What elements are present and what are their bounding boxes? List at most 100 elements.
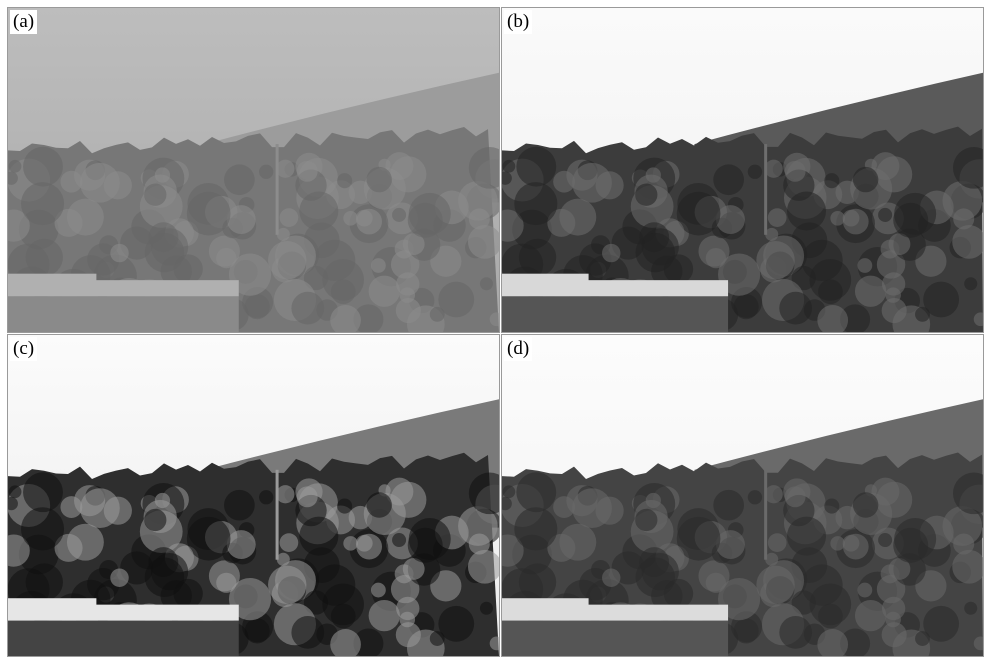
tree-canopy: [602, 569, 620, 587]
tree-canopy: [779, 292, 812, 325]
tree-canopy: [878, 208, 892, 222]
tree-canopy: [60, 171, 82, 193]
tree-canopy: [291, 292, 324, 325]
tree-canopy: [785, 486, 806, 507]
building-wall: [8, 296, 239, 332]
building-upper: [8, 274, 96, 290]
building-wall: [502, 296, 728, 332]
tree-canopy: [280, 533, 299, 552]
panel-label: (a): [10, 10, 37, 34]
tree-canopy: [366, 167, 391, 192]
tree-canopy: [145, 558, 184, 597]
tree-canopy: [110, 244, 128, 262]
tree-canopy: [224, 164, 255, 195]
tree-canopy: [23, 472, 63, 512]
tree-canopy: [371, 258, 386, 273]
image-panel: (c): [7, 334, 500, 657]
tree-canopy: [369, 600, 400, 631]
tree-canopy: [371, 583, 386, 598]
tree-canopy: [356, 209, 382, 235]
tree-canopy: [559, 199, 596, 236]
tree-canopy: [636, 558, 675, 597]
tree-canopy: [392, 533, 406, 547]
tree-canopy: [268, 241, 306, 279]
image-panel: (b): [501, 7, 984, 333]
tree-canopy: [830, 536, 845, 551]
tree-canopy: [553, 171, 575, 193]
tree-canopy: [915, 307, 930, 322]
tree-canopy: [765, 485, 783, 503]
tree-canopy: [713, 164, 744, 195]
tree-canopy: [559, 524, 596, 561]
tree-canopy: [331, 604, 356, 629]
building-wall: [502, 621, 728, 656]
tree-canopy: [280, 208, 299, 227]
pole: [764, 144, 767, 235]
tree-canopy: [430, 307, 445, 322]
panel-label: (b): [504, 10, 532, 34]
building-upper: [8, 598, 96, 614]
tree-canopy: [297, 161, 318, 182]
tree-canopy: [144, 184, 166, 206]
tree-canopy: [145, 233, 184, 272]
tree-canopy: [392, 208, 406, 222]
tree-canopy: [343, 211, 358, 226]
tree-canopy: [882, 272, 905, 295]
tree-canopy: [893, 528, 928, 563]
tree-canopy: [26, 563, 63, 600]
tree-canopy: [356, 534, 382, 560]
tree-canopy: [396, 272, 419, 295]
tree-canopy: [144, 509, 166, 531]
tree-canopy: [636, 233, 675, 272]
tree-canopy: [396, 622, 421, 647]
tree-canopy: [756, 566, 794, 604]
tree-canopy: [110, 569, 128, 587]
page: {"panels": [{"label": "(a)"}, {"label": …: [0, 0, 984, 657]
tree-canopy: [276, 160, 294, 178]
tree-canopy: [503, 160, 516, 173]
tree-canopy: [259, 165, 273, 179]
tree-canopy: [857, 258, 872, 273]
tree-canopy: [514, 182, 557, 225]
pole: [276, 470, 279, 560]
tree-canopy: [21, 507, 64, 550]
tree-canopy: [830, 211, 845, 226]
tree-canopy: [635, 184, 657, 206]
tree-canopy: [882, 597, 905, 620]
tree-canopy: [855, 600, 886, 631]
tree-canopy: [768, 208, 787, 227]
tree-canopy: [915, 631, 930, 646]
tree-canopy: [893, 203, 928, 238]
tree-canopy: [480, 277, 493, 290]
tree-canopy: [519, 239, 556, 276]
tree-canopy: [516, 147, 556, 187]
tree-canopy: [9, 485, 22, 498]
building-upper: [502, 598, 589, 614]
tree-canopy: [21, 182, 64, 225]
tree-canopy: [748, 490, 762, 504]
tree-canopy: [297, 486, 318, 507]
tree-canopy: [396, 597, 419, 620]
tree-canopy: [67, 199, 104, 236]
tree-canopy: [369, 276, 400, 307]
tree-canopy: [818, 604, 843, 629]
tree-canopy: [882, 622, 907, 647]
landscape-image: [8, 8, 499, 332]
image-panel: (d): [501, 334, 984, 657]
building-wall: [8, 621, 239, 656]
tree-canopy: [80, 488, 120, 528]
tree-canopy: [756, 241, 794, 279]
image-panel: (a): [7, 7, 500, 333]
tree-canopy: [396, 298, 421, 323]
tree-canopy: [331, 279, 356, 304]
tree-canopy: [964, 602, 977, 615]
tree-canopy: [878, 533, 892, 547]
tree-canopy: [67, 524, 104, 561]
tree-canopy: [779, 616, 812, 649]
tree-canopy: [277, 553, 290, 566]
tree-canopy: [299, 517, 338, 556]
landscape-image: [502, 335, 983, 656]
tree-canopy: [964, 277, 977, 290]
tree-canopy: [787, 517, 826, 556]
tree-canopy: [855, 276, 886, 307]
